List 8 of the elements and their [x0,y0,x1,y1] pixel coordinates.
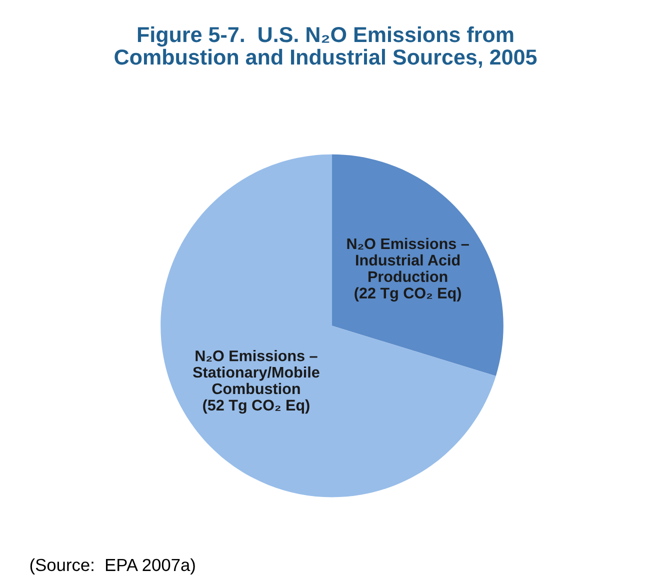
data-label: (22 Tg CO₂ Eq) [354,287,461,302]
text: (Source: EPA 2007a) [30,558,195,575]
chart-title: Figure 5-7. U.S. N₂O Emissions from Combustion and Industrial Sources, 2005 [114,26,537,68]
data-label: (52 Tg CO₂ Eq) [203,399,310,414]
slice-label: N₂O Emissions – Industrial Acid Production [347,238,469,282]
pie-slice [160,154,496,498]
slice-label: N₂O Emissions – Stationary/Mobile Combustion [192,350,320,394]
pie-slice [332,154,504,376]
